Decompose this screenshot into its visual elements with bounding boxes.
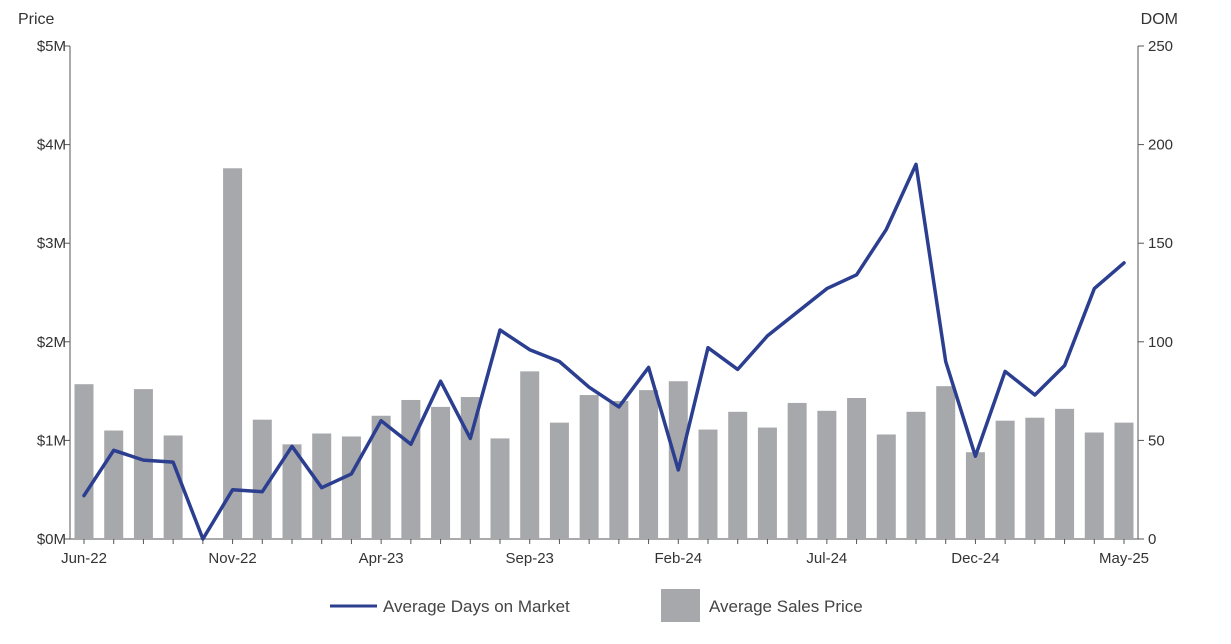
legend: Average Days on Market Average Sales Pri… <box>330 589 863 622</box>
price-bar <box>579 395 599 539</box>
axes-layer <box>64 45 1144 544</box>
tick-labels: $0M $1M $2M $3M $4M $5M 0 50 100 150 200 250 Jun-22 N… <box>37 38 1173 567</box>
price-bar <box>371 415 391 539</box>
left-tick-label: $0M <box>37 531 66 548</box>
left-tick-label: $4M <box>37 137 66 154</box>
left-tick-label: $3M <box>37 235 66 252</box>
price-bar <box>639 390 659 539</box>
bar-series <box>74 168 1134 539</box>
price-bar <box>787 402 807 539</box>
price-bar <box>936 386 956 539</box>
legend-bar-swatch <box>661 589 700 622</box>
price-bar <box>965 452 985 539</box>
x-tick-label: Apr-23 <box>359 550 404 567</box>
price-bar <box>609 400 629 539</box>
price-bar <box>906 411 926 539</box>
price-bar <box>490 438 510 539</box>
right-tick-label: 250 <box>1148 38 1173 55</box>
price-bar <box>252 419 272 539</box>
x-tick-label: Jun-22 <box>61 550 107 567</box>
right-tick-label: 0 <box>1148 531 1156 548</box>
line-series <box>82 162 1126 541</box>
price-bar <box>847 398 867 539</box>
price-bar <box>104 430 124 539</box>
price-bar <box>817 410 837 539</box>
price-bar <box>1084 432 1104 539</box>
left-axis-title: Price <box>18 11 55 28</box>
price-bar <box>757 427 777 539</box>
price-bar <box>133 389 153 539</box>
price-bar <box>876 434 896 539</box>
x-tick-label: Nov-22 <box>208 550 256 567</box>
legend-label-sales-price: Average Sales Price <box>709 597 863 616</box>
price-bar <box>1025 417 1045 539</box>
x-tick-label: May-25 <box>1099 550 1149 567</box>
right-axis-title: DOM <box>1141 11 1178 28</box>
price-bar <box>431 406 451 539</box>
legend-label-days-on-market: Average Days on Market <box>383 597 570 616</box>
price-bar <box>549 422 569 539</box>
right-tick-label: 200 <box>1148 137 1173 154</box>
price-bar <box>341 436 361 539</box>
x-tick-label: Jul-24 <box>806 550 847 567</box>
price-bar <box>74 384 94 539</box>
price-bar <box>698 429 718 539</box>
price-bar <box>728 411 748 539</box>
price-bar <box>668 381 688 539</box>
price-bar <box>520 371 540 539</box>
x-tick-label: Feb-24 <box>655 550 703 567</box>
left-tick-label: $2M <box>37 334 66 351</box>
price-bar <box>1055 408 1075 539</box>
price-bar <box>995 420 1015 539</box>
x-tick-label: Dec-24 <box>951 550 999 567</box>
left-tick-label: $1M <box>37 432 66 449</box>
price-bar <box>282 444 302 539</box>
right-tick-label: 150 <box>1148 235 1173 252</box>
days-on-market-line <box>82 162 1126 541</box>
right-tick-label: 50 <box>1148 432 1165 449</box>
right-tick-label: 100 <box>1148 334 1173 351</box>
price-bar <box>1114 422 1134 539</box>
x-tick-label: Sep-23 <box>506 550 554 567</box>
price-bar <box>401 399 421 539</box>
left-tick-label: $5M <box>37 38 66 55</box>
price-bar <box>163 435 183 539</box>
price-bar <box>223 168 243 539</box>
